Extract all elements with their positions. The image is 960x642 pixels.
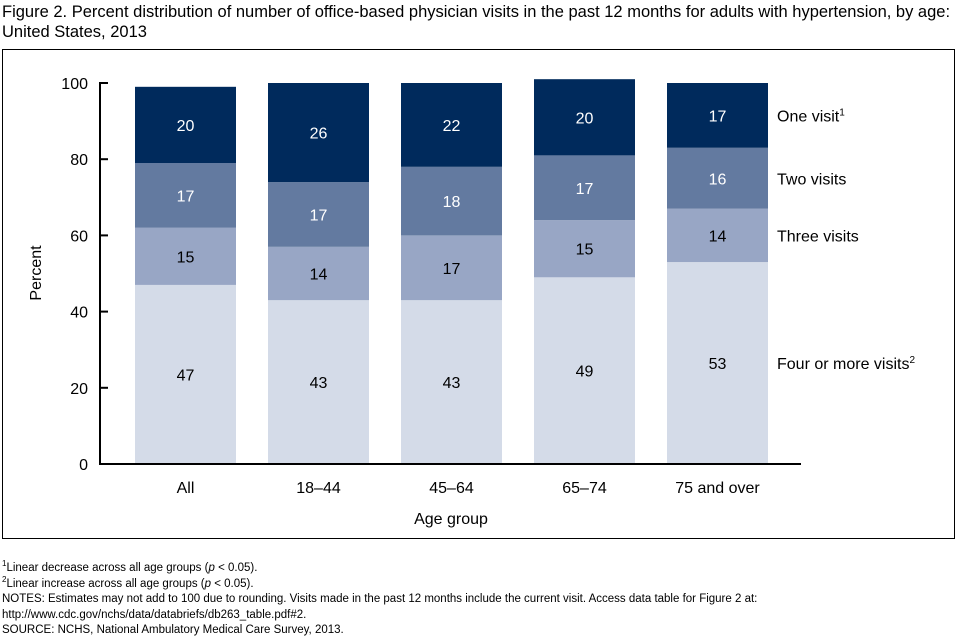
footnote-1-p: p <box>208 562 215 574</box>
x-tick-label: 18–44 <box>296 480 341 497</box>
data-label: 47 <box>177 367 195 384</box>
legend-footnote-mark: 2 <box>909 355 915 366</box>
bar-segment <box>534 155 635 221</box>
bar-segment <box>667 208 768 263</box>
notes-line: NOTES: Estimates may not add to 100 due … <box>2 593 758 605</box>
footnote-2-text-a: Linear increase across all age groups ( <box>6 577 205 590</box>
bar-segment <box>135 284 236 464</box>
legend-label: Three visits <box>777 228 859 245</box>
data-label: 17 <box>177 188 195 205</box>
y-tick-label: 60 <box>70 228 88 245</box>
legend-footnote-mark: 1 <box>839 107 845 118</box>
x-tick-label: All <box>177 480 195 497</box>
bar-segment <box>534 79 635 156</box>
source-line: SOURCE: NCHS, National Ambulatory Medica… <box>2 624 344 636</box>
legend-group: Four or more visits2 Three visits Two visi… <box>777 107 915 373</box>
data-label: 20 <box>576 110 594 127</box>
data-label: 17 <box>576 181 594 198</box>
bar-segment <box>534 277 635 464</box>
y-tick-label: 40 <box>70 305 88 322</box>
bar-segment <box>135 86 236 164</box>
footnote-1-text-a: Linear decrease across all age groups ( <box>6 562 209 574</box>
y-tick-label: 20 <box>70 381 88 398</box>
bar-segment <box>135 227 236 285</box>
footnote-2-mark: 2 <box>2 574 7 584</box>
bars-group: 47 15 17 20 43 14 17 26 43 17 18 22 49 15 17 20 53 14 16 17 <box>135 79 768 464</box>
data-label: 17 <box>443 261 461 278</box>
chart-frame <box>2 49 955 539</box>
bar-segment <box>268 300 369 464</box>
data-label: 53 <box>709 356 727 373</box>
footnote-1-text-b: < 0.05). <box>214 562 258 574</box>
footnotes: 1Linear decrease across all age groups (… <box>2 559 758 639</box>
data-label: 17 <box>709 108 727 125</box>
y-axis-label: Percent <box>28 245 45 301</box>
bar-segment <box>667 83 768 148</box>
data-label: 43 <box>443 375 461 392</box>
bar-segment <box>534 220 635 278</box>
bar-segment <box>401 166 502 236</box>
data-label: 15 <box>576 242 594 259</box>
bar-segment <box>268 246 369 301</box>
axes-group: All 18–44 45–64 65–74 75 and over 0 20 40 60 80 10… <box>61 76 801 497</box>
data-label: 20 <box>177 118 195 135</box>
figure-title: Figure 2. Percent distribution of number… <box>2 3 951 41</box>
legend-label: One visit1 <box>777 107 845 125</box>
footnote-1: 1Linear decrease across all age groups (… <box>2 559 757 577</box>
data-label: 18 <box>443 194 461 211</box>
footnote-2: 2Linear increase across all age groups (… <box>2 574 757 593</box>
data-label: 22 <box>443 118 461 135</box>
x-axis-label: Age group <box>414 511 488 528</box>
y-tick-label: 80 <box>70 152 88 169</box>
x-tick-label: 65–74 <box>562 480 607 497</box>
bar-segment <box>667 147 768 209</box>
bar-segment <box>268 83 369 183</box>
bar-segment <box>667 262 768 464</box>
data-label: 17 <box>310 207 328 224</box>
y-tick-label: 100 <box>61 76 88 93</box>
bar-segment <box>401 83 502 167</box>
data-label: 43 <box>310 375 328 392</box>
footnote-2-text-b: < 0.05). <box>211 577 254 590</box>
bar-segment <box>268 182 369 247</box>
data-table-link[interactable]: http://www.cdc.gov/nchs/data/databriefs/… <box>2 608 307 621</box>
bar-segment <box>135 163 236 228</box>
legend-label: Four or more visits2 <box>777 355 915 373</box>
data-label: 14 <box>709 228 727 245</box>
footnote-2-p: p <box>204 577 212 590</box>
y-tick-label: 0 <box>79 457 88 474</box>
data-label: 16 <box>709 171 727 188</box>
data-label: 14 <box>310 267 328 284</box>
data-label: 49 <box>576 364 594 381</box>
x-tick-label: 45–64 <box>429 480 474 497</box>
legend-label: Two visits <box>777 171 846 188</box>
x-tick-label: 75 and over <box>675 480 760 497</box>
bar-segment <box>401 300 502 464</box>
footnote-1-mark: 1 <box>2 559 7 569</box>
data-label: 26 <box>310 126 328 143</box>
data-label: 15 <box>177 249 195 266</box>
bar-segment <box>401 235 502 301</box>
